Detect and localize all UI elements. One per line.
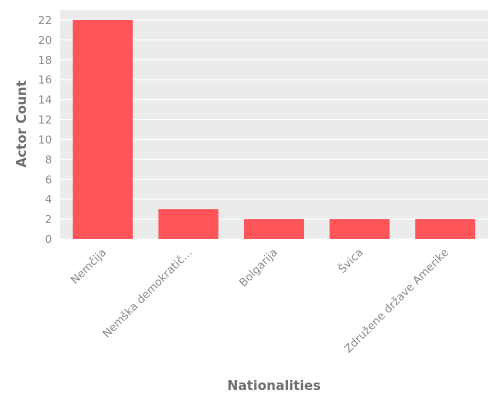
y-tick-label: 0	[45, 233, 52, 246]
x-tick-label: Nemčija	[68, 246, 109, 287]
y-tick-label: 4	[45, 193, 52, 206]
bar	[329, 219, 390, 239]
x-axis-title: Nationalities	[227, 379, 321, 394]
y-tick-label: 22	[38, 14, 52, 27]
y-axis-title: Actor Count	[15, 80, 30, 167]
y-tick-label: 6	[45, 173, 52, 186]
y-tick-label: 10	[38, 133, 52, 146]
x-tick-label: Bolgarija	[237, 246, 280, 289]
y-tick-label: 20	[38, 34, 52, 47]
y-tick-label: 14	[38, 94, 52, 107]
x-tick-label: Nemška demokratič...	[100, 246, 194, 340]
bar	[72, 19, 133, 239]
y-tick-label: 8	[45, 153, 52, 166]
y-tick-label: 16	[38, 74, 52, 87]
bar	[158, 209, 219, 239]
bar	[415, 219, 476, 239]
y-tick-label: 2	[45, 213, 52, 226]
y-axis-ticks: 0 2 4 6 8 10 12 14 16 18 20 22	[38, 14, 52, 246]
bars	[72, 19, 476, 239]
y-tick-label: 18	[38, 54, 52, 67]
bar	[244, 219, 304, 239]
y-tick-label: 12	[38, 114, 52, 127]
x-tick-label: Švica	[336, 246, 366, 276]
